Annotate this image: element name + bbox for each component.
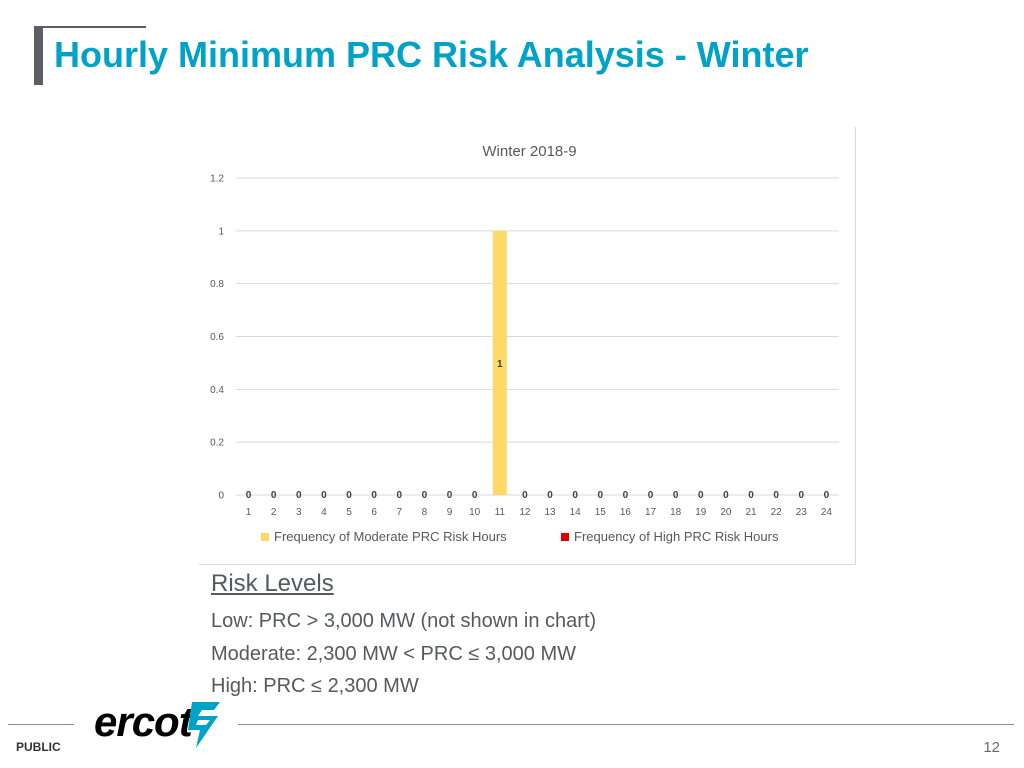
- data-label: 0: [773, 490, 779, 501]
- x-tick-label: 4: [321, 507, 327, 518]
- data-label: 0: [321, 490, 327, 501]
- chart-container: Winter 2018-9 0 0.2 0.4 0.6 0.8 1 1.2 1 2 3 4 5 6 7 8 9 1…: [199, 127, 856, 565]
- x-tick-label: 10: [469, 507, 481, 518]
- page-number: 12: [983, 739, 1000, 756]
- x-tick-label: 18: [670, 507, 682, 518]
- x-tick-label: 8: [422, 507, 428, 518]
- x-tick-label: 17: [645, 507, 657, 518]
- x-tick-label: 23: [796, 507, 808, 518]
- title-frame-left: [34, 26, 43, 85]
- x-tick-label: 14: [570, 507, 582, 518]
- data-label: 0: [698, 490, 704, 501]
- data-label: 0: [547, 490, 553, 501]
- x-tick-label: 7: [397, 507, 403, 518]
- data-label: 0: [572, 490, 578, 501]
- public-label: PUBLIC: [16, 740, 61, 754]
- bar-moderate: [492, 230, 507, 495]
- y-tick-label: 0.6: [210, 332, 224, 343]
- lightning-icon: [188, 702, 220, 748]
- legend-swatch-high: [561, 533, 569, 541]
- data-label: 0: [371, 490, 377, 501]
- risk-level-moderate: Moderate: 2,300 MW < PRC ≤ 3,000 MW: [211, 642, 576, 665]
- data-label: 0: [824, 490, 830, 501]
- footer-divider-left: [8, 724, 74, 725]
- title-frame-top: [34, 26, 146, 28]
- x-tick-label: 22: [771, 507, 783, 518]
- y-tick-label: 0.8: [210, 279, 224, 290]
- risk-level-low: Low: PRC > 3,000 MW (not shown in chart): [211, 610, 597, 632]
- y-tick-label: 1: [218, 226, 224, 237]
- data-label: 0: [522, 490, 528, 501]
- x-tick-label: 11: [495, 507, 506, 518]
- legend-label-high: Frequency of High PRC Risk Hours: [574, 529, 779, 544]
- data-label: 0: [799, 490, 805, 501]
- x-tick-label: 13: [545, 507, 557, 518]
- x-tick-label: 15: [595, 507, 607, 518]
- data-label: 0: [422, 490, 428, 501]
- y-tick-label: 0.2: [210, 438, 224, 449]
- footer-divider-right: [238, 724, 1014, 725]
- risk-levels: Risk Levels Low: PRC > 3,000 MW (not sho…: [211, 569, 596, 703]
- bar-chart: Winter 2018-900.20.40.60.811.21 2 3 4 5 6 7 8 9 1…: [210, 143, 839, 544]
- data-label: 0: [397, 490, 403, 501]
- y-tick-label: 1.2: [210, 174, 224, 185]
- x-tick-label: 5: [346, 507, 352, 518]
- data-label: 0: [598, 490, 604, 501]
- x-tick-label: 12: [519, 507, 531, 518]
- risk-level-high: High: PRC ≤ 2,300 MW: [211, 675, 419, 697]
- risk-levels-heading: Risk Levels: [211, 570, 334, 597]
- data-label: 0: [472, 490, 478, 501]
- data-label: 0: [623, 490, 629, 501]
- slide-title: Hourly Minimum PRC Risk Analysis - Winte…: [54, 34, 809, 75]
- data-label: 0: [246, 490, 252, 501]
- ercot-logo-mark: ercot: [94, 698, 220, 748]
- ercot-logo-text: ercot: [94, 698, 195, 745]
- data-label: 0: [346, 490, 352, 501]
- data-label: 0: [648, 490, 654, 501]
- x-tick-label: 1: [246, 507, 252, 518]
- chart-title: Winter 2018-9: [482, 143, 576, 160]
- data-label: 1: [497, 359, 503, 370]
- data-label: 0: [748, 490, 754, 501]
- ercot-logo: ercot: [92, 698, 232, 757]
- x-tick-label: 19: [695, 507, 707, 518]
- data-label: 0: [673, 490, 679, 501]
- x-tick-label: 3: [296, 507, 302, 518]
- x-tick-label: 24: [821, 507, 833, 518]
- y-tick-label: 0.4: [210, 385, 224, 396]
- data-label: 0: [447, 490, 453, 501]
- x-tick-label: 6: [371, 507, 377, 518]
- x-tick-label: 2: [271, 507, 277, 518]
- y-tick-label: 0: [218, 491, 224, 502]
- data-label: 0: [296, 490, 302, 501]
- legend-label-moderate: Frequency of Moderate PRC Risk Hours: [274, 529, 507, 544]
- data-label: 0: [723, 490, 729, 501]
- x-tick-label: 16: [620, 507, 632, 518]
- x-tick-label: 20: [720, 507, 732, 518]
- x-tick-label: 9: [447, 507, 453, 518]
- data-label: 0: [271, 490, 277, 501]
- legend-swatch-moderate: [261, 533, 269, 541]
- x-tick-label: 21: [746, 507, 758, 518]
